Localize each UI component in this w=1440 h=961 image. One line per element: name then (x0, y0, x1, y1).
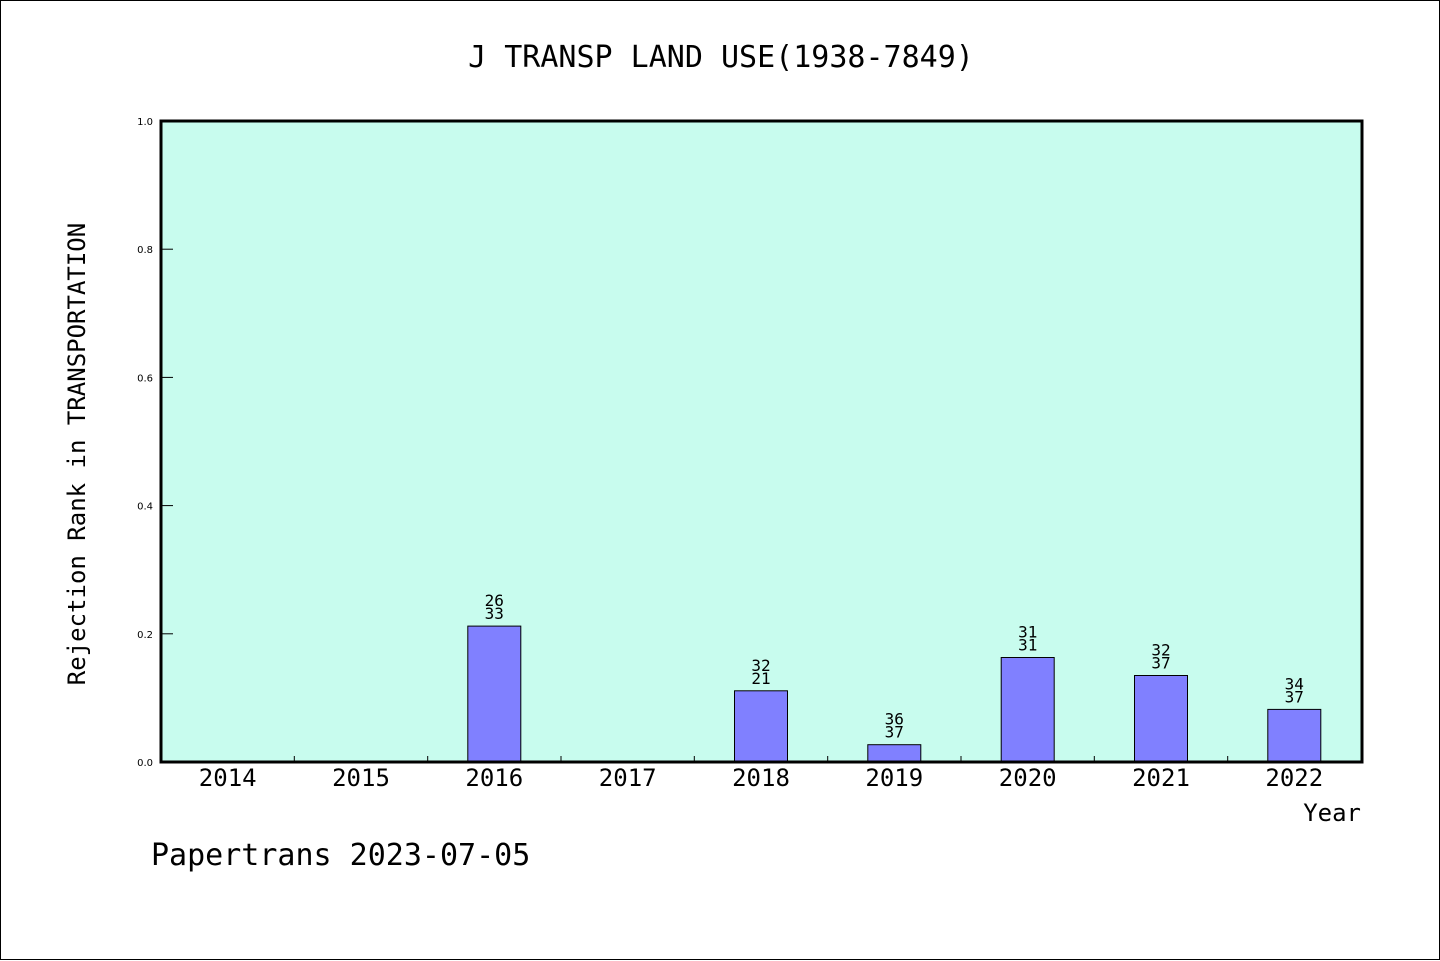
data-label-line: 36 (885, 710, 904, 729)
bar-2018 (734, 690, 788, 763)
x-tick-label-2020: 2020 (999, 764, 1057, 792)
footer-note: Papertrans 2023-07-05 (151, 838, 530, 873)
bar-2020 (1000, 657, 1055, 763)
data-label-2019: 36 37 (885, 710, 904, 742)
x-tick-label-2019: 2019 (865, 764, 923, 792)
bars-group (467, 625, 1322, 763)
y-axis-label: Rejection Rank in TRANSPORTATION (63, 223, 91, 685)
data-label-2018: 32 21 (751, 656, 770, 688)
data-label-2020: 31 31 (1018, 623, 1037, 655)
x-tick-label-2015: 2015 (332, 764, 390, 792)
plot-area (161, 121, 1362, 762)
data-label-line: 32 (751, 656, 770, 675)
data-label-line: 37 (885, 723, 904, 742)
y-tick-label: 0.0 (137, 758, 153, 769)
data-label-line: 31 (1018, 636, 1037, 655)
x-tick-label-2014: 2014 (199, 764, 257, 792)
data-label-2022: 34 37 (1285, 674, 1304, 706)
data-label-2021: 32 37 (1151, 641, 1170, 673)
data-label-line: 31 (1018, 623, 1037, 642)
chart-title: J TRANSP LAND USE(1938-7849) (468, 40, 974, 75)
y-tick-label: 0.6 (137, 373, 153, 384)
y-tick-label: 0.8 (137, 245, 153, 256)
data-label-line: 21 (751, 669, 770, 688)
data-label-line: 33 (485, 604, 504, 623)
bar-2019 (867, 744, 922, 763)
x-tick-label-2018: 2018 (732, 764, 790, 792)
y-axis-ticks: 0.0 0.2 0.4 0.6 0.8 1.0 (137, 117, 173, 769)
x-axis-ticks: 2014 2015 2016 2017 2018 2019 2020 2021 2022 (199, 756, 1323, 792)
data-label-2016: 26 33 (485, 591, 504, 623)
data-label-line: 32 (1151, 641, 1170, 660)
plot-border (159, 119, 1364, 764)
bar-2021 (1134, 675, 1188, 763)
data-label-line: 26 (485, 591, 504, 610)
y-tick-label: 1.0 (137, 117, 153, 128)
bar-2016 (467, 625, 522, 763)
data-label-line: 37 (1285, 687, 1304, 706)
bar-2022 (1267, 708, 1322, 763)
x-tick-label-2022: 2022 (1265, 764, 1323, 792)
y-tick-label: 0.4 (137, 502, 153, 513)
x-tick-label-2016: 2016 (465, 764, 523, 792)
data-label-line: 34 (1285, 674, 1304, 693)
data-label-line: 37 (1151, 654, 1170, 673)
y-tick-label: 0.2 (137, 630, 153, 641)
x-axis-label: Year (1303, 799, 1361, 827)
x-tick-label-2021: 2021 (1132, 764, 1190, 792)
x-tick-label-2017: 2017 (599, 764, 657, 792)
